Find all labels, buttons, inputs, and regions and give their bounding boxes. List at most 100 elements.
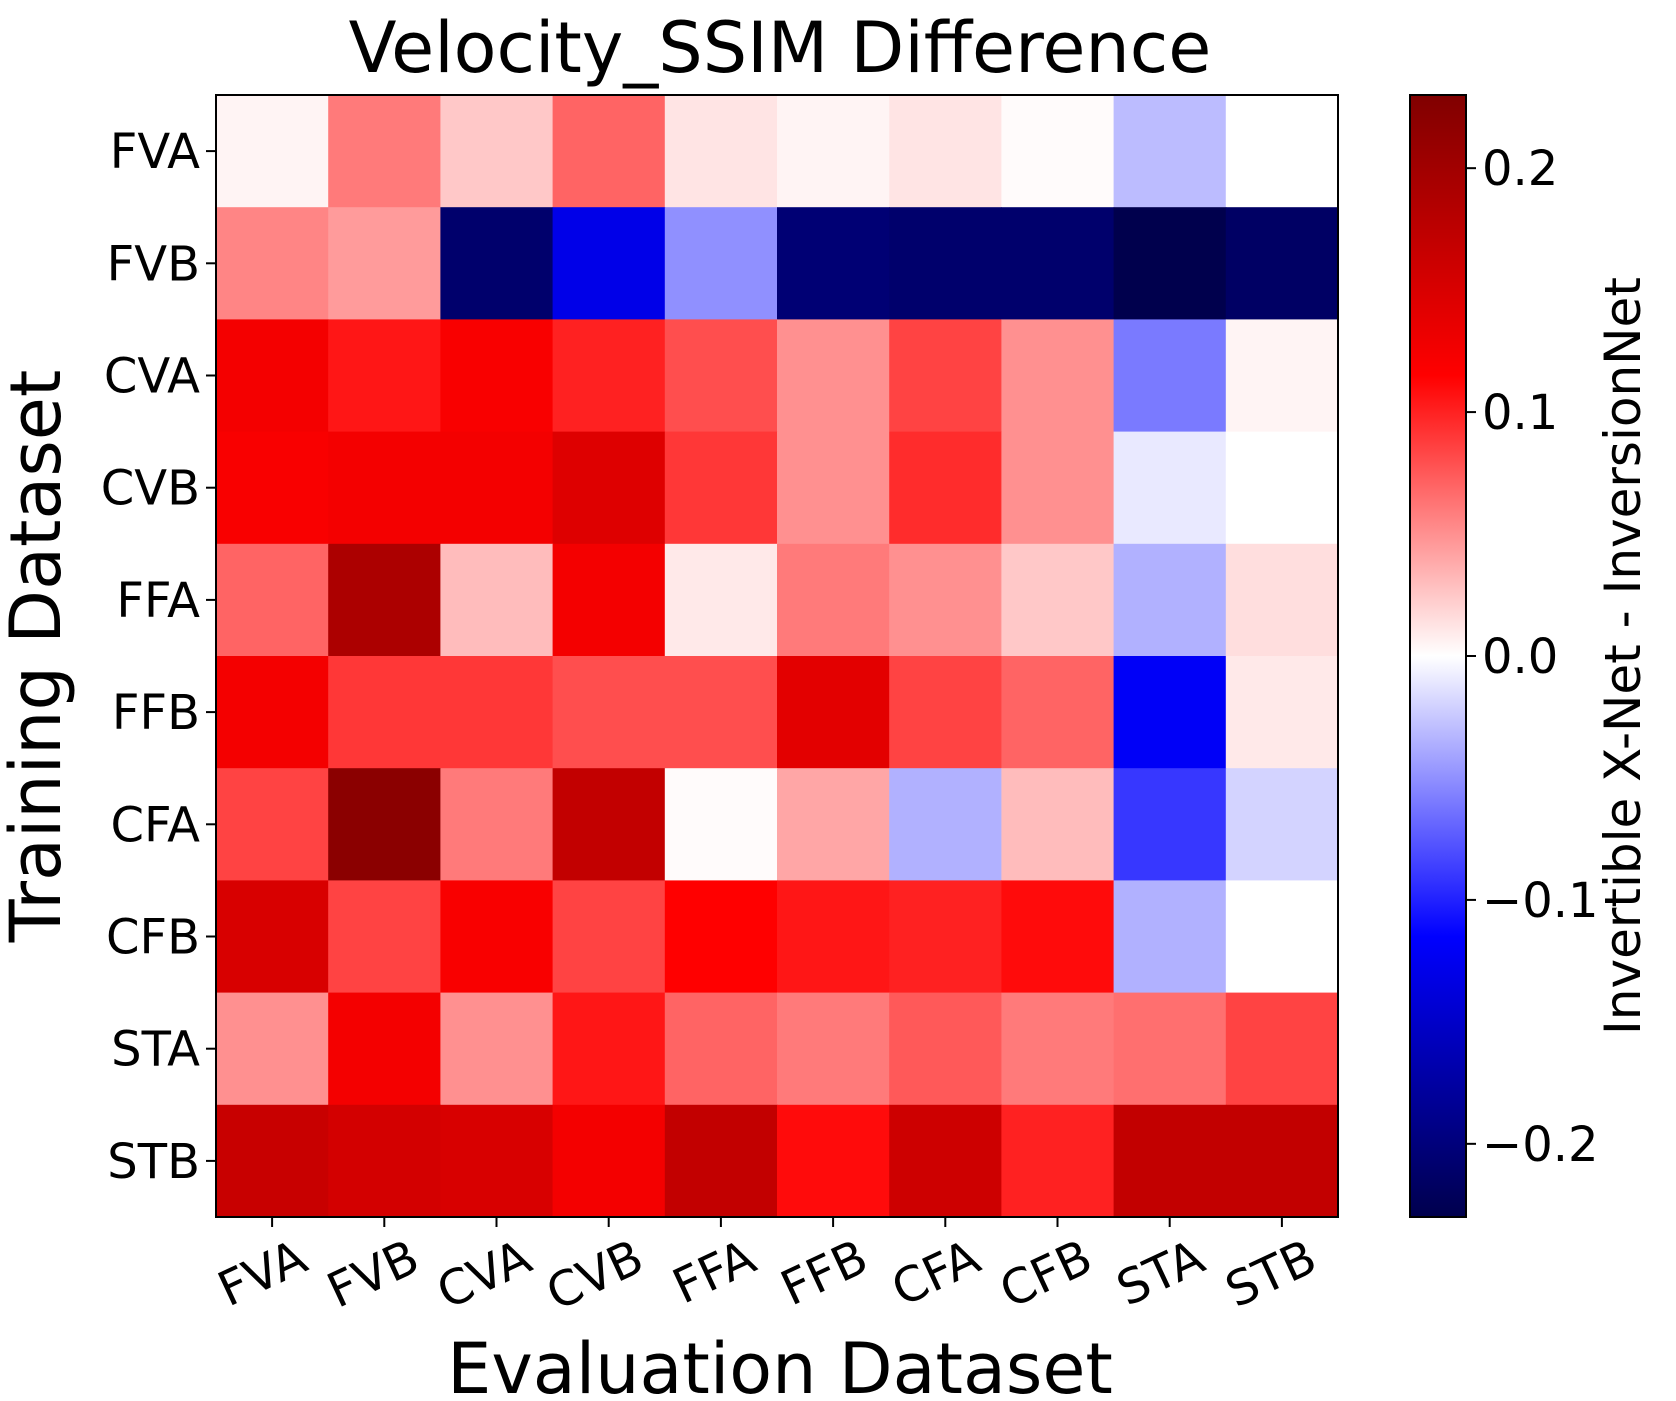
heatmap-cell xyxy=(552,319,666,433)
heatmap-cell xyxy=(216,543,329,657)
x-tick-label: STA xyxy=(1109,1229,1213,1317)
x-tick-label: CFA xyxy=(884,1229,989,1318)
heatmap-cell xyxy=(216,656,329,769)
y-axis-label: Training Dataset xyxy=(0,370,77,944)
heatmap-cell xyxy=(889,431,1002,545)
heatmap-cell xyxy=(1001,543,1115,657)
colorbar-ticks: 0.2 0.1 0.0 −0.1 −0.2 xyxy=(1466,141,1599,1173)
heatmap-cell xyxy=(440,656,554,769)
heatmap-cell xyxy=(1225,880,1339,994)
heatmap-cell xyxy=(328,543,441,657)
heatmap-cell xyxy=(216,319,329,433)
heatmap-cell xyxy=(216,431,329,545)
colorbar-tick-label: 0.1 xyxy=(1482,385,1558,441)
heatmap-cell xyxy=(1225,656,1339,769)
heatmap-cell xyxy=(552,95,666,208)
heatmap-cell xyxy=(664,431,778,545)
x-tick-label: CVA xyxy=(429,1229,540,1320)
heatmap-cell xyxy=(216,880,329,994)
y-tick-label: FFB xyxy=(112,685,200,741)
heatmap-cell xyxy=(777,656,890,769)
heatmap-cell xyxy=(440,543,554,657)
heatmap-cell xyxy=(552,656,666,769)
heatmap-cell xyxy=(777,95,890,208)
colorbar-tick-label: 0.2 xyxy=(1482,141,1558,197)
heatmap-cell xyxy=(1001,768,1115,881)
heatmap-cell xyxy=(889,768,1002,881)
heatmap-cell xyxy=(777,543,890,657)
heatmap-cell xyxy=(328,1104,441,1218)
heatmap-cell xyxy=(216,207,329,320)
heatmap-cell xyxy=(777,768,890,881)
heatmap-cell xyxy=(889,656,1002,769)
heatmap-cell xyxy=(440,431,554,545)
heatmap-cell xyxy=(552,431,666,545)
colorbar xyxy=(1409,94,1467,1218)
heatmap-cell xyxy=(889,880,1002,994)
heatmap-cell xyxy=(1225,207,1339,320)
heatmap-cell xyxy=(777,880,890,994)
colorbar-tick-label: −0.1 xyxy=(1482,873,1599,929)
heatmap-cell xyxy=(664,207,778,320)
heatmap-cell xyxy=(1225,992,1339,1106)
heatmap-cell xyxy=(552,1104,666,1218)
heatmap-cell xyxy=(889,319,1002,433)
heatmap-cell xyxy=(777,1104,890,1218)
heatmap-cell xyxy=(1113,1104,1227,1218)
heatmap-cell xyxy=(552,880,666,994)
heatmap-cell xyxy=(664,992,778,1106)
heatmap-cell xyxy=(1001,95,1115,208)
heatmap-cell xyxy=(328,992,441,1106)
heatmap-cell xyxy=(216,1104,329,1218)
y-tick-label: FVA xyxy=(110,124,200,180)
heatmap-cell xyxy=(552,207,666,320)
heatmap-cell xyxy=(1113,543,1227,657)
heatmap-cell xyxy=(440,880,554,994)
heatmap-cell xyxy=(1113,319,1227,433)
heatmap-cells xyxy=(216,95,1339,1218)
heatmap-cell xyxy=(328,207,441,320)
heatmap-cell xyxy=(664,1104,778,1218)
x-tick-label: FFB xyxy=(773,1229,877,1317)
y-tick-label: CFA xyxy=(110,797,200,853)
heatmap-cell xyxy=(1001,880,1115,994)
heatmap-cell xyxy=(440,95,554,208)
heatmap-cell xyxy=(777,207,890,320)
heatmap-cell xyxy=(1001,431,1115,545)
heatmap-cell xyxy=(440,768,554,881)
heatmap-cell xyxy=(1113,431,1227,545)
heatmap-cell xyxy=(1225,319,1339,433)
heatmap-cell xyxy=(1113,207,1227,320)
heatmap-cell xyxy=(1001,992,1115,1106)
heatmap-cell xyxy=(889,95,1002,208)
colorbar-tick-label: −0.2 xyxy=(1482,1117,1599,1173)
colorbar-tick-label: 0.0 xyxy=(1482,629,1558,685)
heatmap-cell xyxy=(552,768,666,881)
x-tick-label: CVB xyxy=(538,1229,652,1322)
y-tick-label: STB xyxy=(107,1134,200,1190)
plot-frame xyxy=(215,94,1339,1218)
x-tick-label: STB xyxy=(1217,1229,1325,1319)
x-tick-label: FFA xyxy=(664,1229,764,1315)
heatmap-cell xyxy=(1225,431,1339,545)
heatmap-cell xyxy=(216,992,329,1106)
heatmap-cell xyxy=(328,319,441,433)
heatmap-cell xyxy=(216,768,329,881)
y-tick-label: CVB xyxy=(101,461,200,517)
heatmap-cell xyxy=(440,207,554,320)
heatmap-cell xyxy=(552,992,666,1106)
heatmap-cell xyxy=(889,992,1002,1106)
heatmap-cell xyxy=(440,1104,554,1218)
colorbar-label: Invertible X-Net - InversionNet xyxy=(1594,277,1652,1035)
heatmap-cell xyxy=(1001,656,1115,769)
x-tick-label: CFB xyxy=(992,1229,1101,1320)
heatmap-cell xyxy=(664,656,778,769)
heatmap-cell xyxy=(1113,656,1227,769)
heatmap-cell xyxy=(328,880,441,994)
y-tick-label: FVB xyxy=(107,236,200,292)
heatmap-cell xyxy=(777,431,890,545)
heatmap-cell xyxy=(552,543,666,657)
heatmap-cell xyxy=(889,1104,1002,1218)
